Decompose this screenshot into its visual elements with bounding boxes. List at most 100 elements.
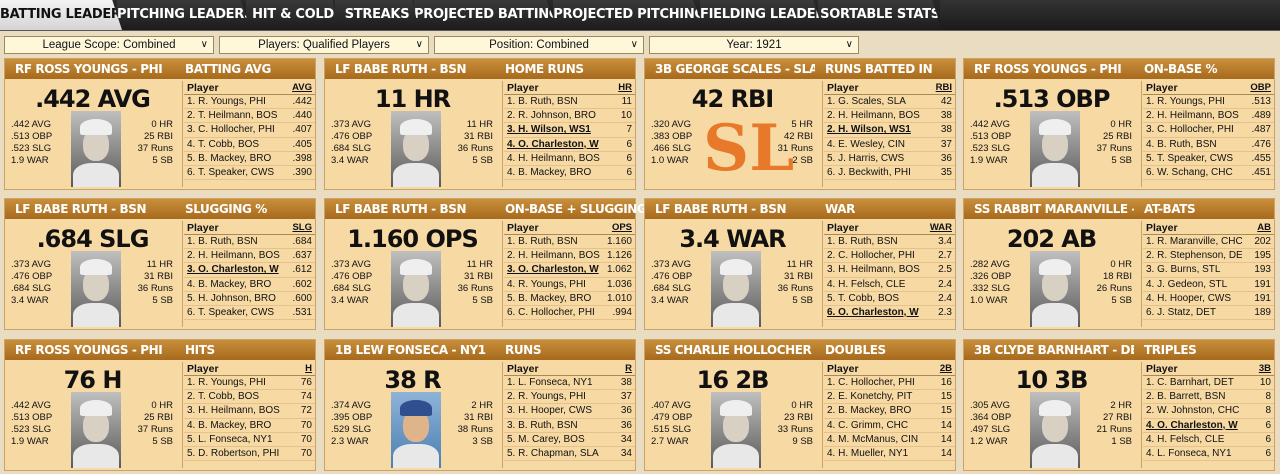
table-row[interactable]: 5. T. Speaker, CWS .455 (1143, 152, 1274, 166)
table-row[interactable]: 2. R. Youngs, PHI 37 (504, 390, 635, 405)
player-photo[interactable] (1030, 251, 1080, 327)
leader-name[interactable]: 6. J. Beckwith, PHI (827, 166, 911, 178)
leader-name[interactable]: 1. C. Barnhart, DET (1146, 377, 1234, 388)
leader-name[interactable]: 3. O. Charleston, W (507, 264, 599, 276)
table-row[interactable]: 5. T. Cobb, BOS 2.4 (824, 292, 955, 306)
table-header-player[interactable]: Player (187, 222, 219, 234)
table-row[interactable]: 6. C. Hollocher, PHI .994 (504, 306, 635, 321)
leader-name[interactable]: 3. H. Hooper, CWS (507, 405, 593, 417)
filter-select-1[interactable]: League Scope: Combined ∨ (4, 36, 214, 54)
table-row[interactable]: 4. H. Heilmann, BOS 6 (504, 152, 635, 166)
table-header-player[interactable]: Player (827, 222, 859, 234)
leader-name[interactable]: 1. B. Ruth, BSN (827, 236, 898, 247)
table-header-player[interactable]: Player (507, 222, 539, 234)
leader-name[interactable]: 4. B. Mackey, BRO (507, 166, 592, 178)
leader-name[interactable]: 1. R. Maranville, CHC (1146, 236, 1242, 247)
table-row[interactable]: 4. O. Charleston, W 6 (1143, 419, 1274, 433)
card-player-name[interactable]: LF BABE RUTH - BSN (15, 202, 147, 216)
leader-name[interactable]: 4. H. Felsch, CLE (1146, 433, 1225, 445)
leader-name[interactable]: 4. B. Mackey, BRO (187, 278, 272, 290)
table-header-player[interactable]: Player (1146, 363, 1178, 375)
leader-name[interactable]: 5. L. Fonseca, NY1 (187, 433, 273, 445)
table-header-stat[interactable]: 3B (1258, 363, 1271, 374)
card-player-name[interactable]: SS CHARLIE HOLLOCHER - PHI (655, 343, 815, 357)
tab-6[interactable]: PROJECTED PITCHING (553, 0, 705, 30)
table-row[interactable]: 2. R. Johnson, BRO 10 (504, 109, 635, 124)
table-row[interactable]: 4. B. Mackey, BRO 6 (504, 166, 635, 181)
leader-name[interactable]: 1. B. Ruth, BSN (507, 236, 578, 247)
table-row[interactable]: 1. B. Ruth, BSN 3.4 (824, 235, 955, 250)
tab-2[interactable]: PITCHING LEADERS (117, 0, 251, 30)
leader-name[interactable]: 3. C. Hollocher, PHI (187, 124, 275, 136)
table-row[interactable]: 2. H. Heilmann, BOS 38 (824, 109, 955, 124)
table-row[interactable]: 3. C. Hollocher, PHI .487 (1143, 123, 1274, 138)
table-row[interactable]: 6. J. Beckwith, PHI 35 (824, 166, 955, 181)
leader-name[interactable]: 2. H. Heilmann, BOS (507, 250, 600, 262)
table-row[interactable]: 2. B. Mackey, BRO 15 (824, 404, 955, 419)
table-row[interactable]: 4. J. Gedeon, STL 191 (1143, 278, 1274, 292)
leader-name[interactable]: 4. B. Ruth, BSN (1146, 138, 1217, 150)
table-row[interactable]: 3. H. Hooper, CWS 36 (504, 404, 635, 419)
table-header-stat[interactable]: H (305, 363, 312, 374)
leader-name[interactable]: 4. H. Hooper, CWS (1146, 292, 1232, 304)
table-row[interactable]: 5. B. Mackey, BRO .398 (184, 152, 315, 166)
card-player-name[interactable]: LF BABE RUTH - BSN (335, 62, 467, 76)
table-row[interactable]: 4. L. Fonseca, NY1 6 (1143, 447, 1274, 462)
leader-name[interactable]: 1. R. Youngs, PHI (187, 377, 266, 388)
leader-name[interactable]: 4. R. Youngs, PHI (507, 278, 586, 290)
leader-name[interactable]: 4. E. Wesley, CIN (827, 138, 905, 150)
leader-name[interactable]: 4. O. Charleston, W (1146, 419, 1238, 431)
table-row[interactable]: 2. T. Heilmann, BOS .440 (184, 109, 315, 124)
table-row[interactable]: 4. C. Grimm, CHC 14 (824, 419, 955, 433)
table-row[interactable]: 4. M. McManus, CIN 14 (824, 433, 955, 447)
player-photo[interactable] (711, 251, 761, 327)
player-photo[interactable] (71, 111, 121, 187)
table-row[interactable]: 6. O. Charleston, W 2.3 (824, 306, 955, 321)
table-row[interactable]: 3. H. Wilson, WS1 7 (504, 123, 635, 138)
table-row[interactable]: 3. H. Heilmann, BOS 72 (184, 404, 315, 419)
table-row[interactable]: 2. W. Johnston, CHC 8 (1143, 404, 1274, 419)
leader-name[interactable]: 5. H. Johnson, BRO (187, 292, 276, 304)
table-row[interactable]: 1. R. Youngs, PHI .513 (1143, 95, 1274, 110)
leader-name[interactable]: 6. T. Speaker, CWS (187, 166, 275, 178)
player-photo[interactable] (711, 392, 761, 468)
table-row[interactable]: 6. W. Schang, CHC .451 (1143, 166, 1274, 181)
card-player-name[interactable]: LF BABE RUTH - BSN (655, 202, 787, 216)
leader-name[interactable]: 3. H. Wilson, WS1 (507, 124, 591, 136)
table-row[interactable]: 5. L. Fonseca, NY1 70 (184, 433, 315, 447)
table-row[interactable]: 4. B. Mackey, BRO 70 (184, 419, 315, 433)
player-photo[interactable] (391, 251, 441, 327)
tab-5[interactable]: PROJECTED BATTING (414, 0, 558, 30)
card-player-name[interactable]: RF ROSS YOUNGS - PHI (974, 62, 1122, 76)
table-row[interactable]: 1. B. Ruth, BSN 11 (504, 95, 635, 110)
table-row[interactable]: 4. B. Mackey, BRO .602 (184, 278, 315, 292)
filter-select-2[interactable]: Players: Qualified Players ∨ (219, 36, 429, 54)
leader-name[interactable]: 2. H. Heilmann, BOS (1146, 110, 1239, 122)
table-row[interactable]: 5. H. Johnson, BRO .600 (184, 292, 315, 306)
table-row[interactable]: 2. H. Heilmann, BOS .637 (184, 249, 315, 264)
table-row[interactable]: 1. L. Fonseca, NY1 38 (504, 376, 635, 391)
table-row[interactable]: 2. T. Cobb, BOS 74 (184, 390, 315, 405)
tab-8[interactable]: SORTABLE STATS (818, 0, 942, 30)
leader-name[interactable]: 5. R. Chapman, SLA (507, 447, 599, 459)
table-row[interactable]: 1. R. Maranville, CHC 202 (1143, 235, 1274, 250)
table-row[interactable]: 1. R. Youngs, PHI 76 (184, 376, 315, 391)
player-photo[interactable] (71, 251, 121, 327)
tab-1[interactable]: BATTING LEADERS (0, 0, 122, 30)
leader-name[interactable]: 1. G. Scales, SLA (827, 96, 906, 107)
player-photo[interactable] (71, 392, 121, 468)
table-row[interactable]: 4. H. Mueller, NY1 14 (824, 447, 955, 462)
table-row[interactable]: 3. C. Hollocher, PHI .407 (184, 123, 315, 138)
leader-name[interactable]: 6. W. Schang, CHC (1146, 166, 1233, 178)
leader-name[interactable]: 1. B. Ruth, BSN (507, 96, 578, 107)
leader-name[interactable]: 1. L. Fonseca, NY1 (507, 377, 593, 388)
table-row[interactable]: 2. R. Stephenson, DET 195 (1143, 249, 1274, 264)
table-row[interactable]: 6. J. Statz, DET 189 (1143, 306, 1274, 321)
leader-name[interactable]: 3. B. Ruth, BSN (507, 419, 578, 431)
table-row[interactable]: 5. R. Chapman, SLA 34 (504, 447, 635, 462)
table-row[interactable]: 2. H. Wilson, WS1 38 (824, 123, 955, 138)
leader-name[interactable]: 2. R. Youngs, PHI (507, 391, 586, 403)
leader-name[interactable]: 3. H. Heilmann, BOS (827, 264, 920, 276)
card-player-name[interactable]: RF ROSS YOUNGS - PHI (15, 343, 163, 357)
table-row[interactable]: 4. O. Charleston, W 6 (504, 138, 635, 152)
